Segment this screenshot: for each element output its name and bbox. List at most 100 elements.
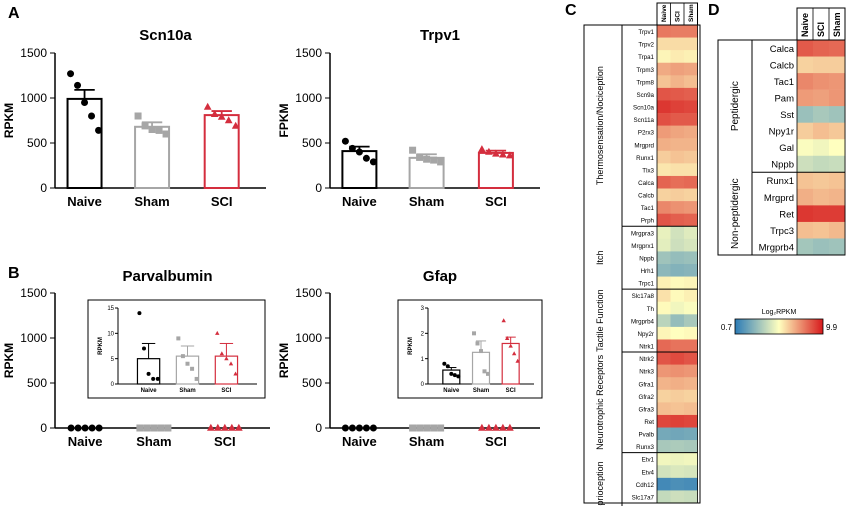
heat-cell	[657, 100, 671, 114]
data-point	[355, 148, 363, 156]
heat-cell	[657, 289, 671, 303]
heat-cell	[684, 113, 698, 126]
group-label: Tactile Function	[595, 289, 605, 352]
heat-cell	[684, 352, 698, 365]
heat-cell	[670, 238, 685, 252]
heat-cell	[670, 100, 685, 114]
gene-label: Ntrk3	[639, 369, 654, 376]
group-label: Non-peptidergic	[730, 178, 741, 249]
gene-label: P2rx3	[638, 130, 655, 137]
heat-cell	[657, 389, 671, 403]
data-point	[369, 158, 377, 166]
heat-cell	[684, 226, 698, 240]
gene-label: Sst	[780, 110, 794, 121]
heat-cell	[670, 62, 685, 76]
y-tick-label: 1000	[20, 331, 47, 345]
heat-cell	[813, 172, 830, 190]
gene-label: Ntrk2	[639, 356, 654, 363]
gene-label: Tlx3	[642, 167, 654, 174]
heat-cell	[670, 427, 685, 441]
heat-cell	[829, 40, 846, 57]
heat-cell	[797, 205, 814, 223]
heat-cell	[657, 113, 671, 126]
gene-label: Pam	[774, 94, 794, 105]
gene-label: Trpv1	[638, 29, 654, 36]
data-point	[423, 155, 431, 163]
panel-letter-c: C	[565, 2, 577, 19]
data-point	[150, 424, 158, 432]
data-point	[136, 424, 144, 432]
heat-cell	[657, 364, 671, 378]
heat-cell	[670, 377, 685, 391]
heat-cell	[684, 100, 698, 114]
y-tick-label: 1500	[295, 286, 322, 300]
gene-label: Ntrk1	[639, 344, 654, 351]
data-point	[508, 343, 513, 348]
heat-cell	[684, 414, 698, 428]
gene-label: Trpm3	[636, 67, 654, 74]
heatmap-c: Naive SCI Sham Trpv1 Trpv2 Trpa1 Trpm3 Trpm8 Scn…	[583, 2, 701, 506]
gene-label: Scn9a	[636, 92, 654, 99]
data-point	[81, 99, 89, 106]
data-point	[176, 336, 181, 341]
heat-cell	[829, 238, 846, 256]
gene-label: Mrgprd	[634, 142, 654, 149]
data-point	[190, 366, 195, 371]
data-point	[430, 156, 438, 164]
gene-label: Calcb	[638, 193, 654, 200]
heat-cell	[813, 89, 830, 107]
heat-cell	[670, 314, 685, 328]
heat-cell	[670, 75, 685, 89]
heat-cell	[813, 205, 830, 223]
heat-cell	[670, 201, 685, 214]
heat-cell	[813, 40, 830, 57]
data-point	[224, 116, 233, 124]
gene-label: Trpc1	[638, 281, 654, 288]
heat-cell	[684, 314, 698, 328]
heat-cell	[684, 87, 698, 101]
heat-cell	[657, 326, 671, 340]
category-label: Sham	[136, 434, 171, 449]
heat-cell	[797, 188, 814, 206]
gene-label: Mrgprx1	[631, 243, 654, 250]
category-label: Naive	[443, 388, 460, 394]
y-tick-label: 500	[27, 376, 47, 390]
bar-chart-scn10a: Scn10a 0 500 1000 1500 Naive Sham SCI RPKM	[2, 27, 266, 209]
heat-cell	[684, 150, 698, 164]
gene-label: Trpm8	[636, 79, 654, 86]
column-header: Sham	[832, 12, 842, 37]
gene-label: Trpv2	[638, 42, 654, 49]
y-tick-label: 0	[111, 382, 115, 388]
heat-cell	[684, 238, 698, 252]
y-axis-label: RPKM	[277, 343, 291, 378]
data-point	[74, 81, 82, 89]
gene-label: Calca	[770, 44, 795, 55]
heat-cell	[684, 452, 698, 466]
data-point	[215, 330, 220, 335]
y-tick-label: 1500	[295, 46, 322, 60]
colorbar-title: Log₂RPKM	[762, 309, 797, 316]
heat-cell	[797, 238, 814, 256]
y-tick-label: 0	[40, 421, 47, 435]
heat-cell	[829, 139, 846, 157]
heat-cell	[813, 73, 830, 90]
gene-label: Nppb	[771, 160, 794, 171]
data-point	[475, 341, 480, 346]
data-point	[95, 424, 103, 432]
heat-cell	[670, 389, 685, 403]
data-point	[442, 361, 447, 366]
y-tick-label: 1500	[20, 286, 47, 300]
y-tick-label: 0	[315, 421, 322, 435]
heat-cell	[657, 490, 671, 504]
heat-cell	[670, 188, 685, 202]
data-point	[369, 424, 377, 432]
heat-cell	[657, 213, 671, 227]
heat-cell	[684, 364, 698, 378]
bar-chart-gfap: Gfap 0 500 1000 1500 Naive Sham SCI RPKM 0 1 2 3 Naiv…	[277, 268, 543, 449]
data-point	[180, 354, 185, 359]
gene-label: Runx1	[767, 176, 794, 187]
y-tick-label: 1000	[295, 331, 322, 345]
data-point	[141, 122, 149, 130]
heat-cell	[670, 37, 685, 51]
heat-cell	[657, 175, 671, 189]
